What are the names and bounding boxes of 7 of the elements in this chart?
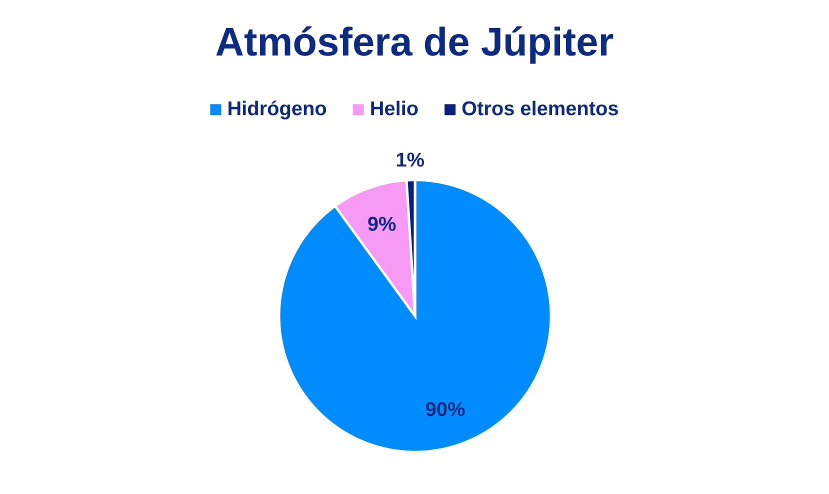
data-label: 9% — [368, 216, 396, 231]
data-label: 1% — [396, 152, 424, 167]
chart-title: Atmósfera de Júpiter — [216, 26, 614, 64]
legend-label: Hidrógeno — [228, 100, 326, 120]
legend-label: Otros elementos — [462, 100, 618, 116]
legend-label: Helio — [371, 100, 418, 116]
data-label: 90% — [426, 402, 465, 416]
